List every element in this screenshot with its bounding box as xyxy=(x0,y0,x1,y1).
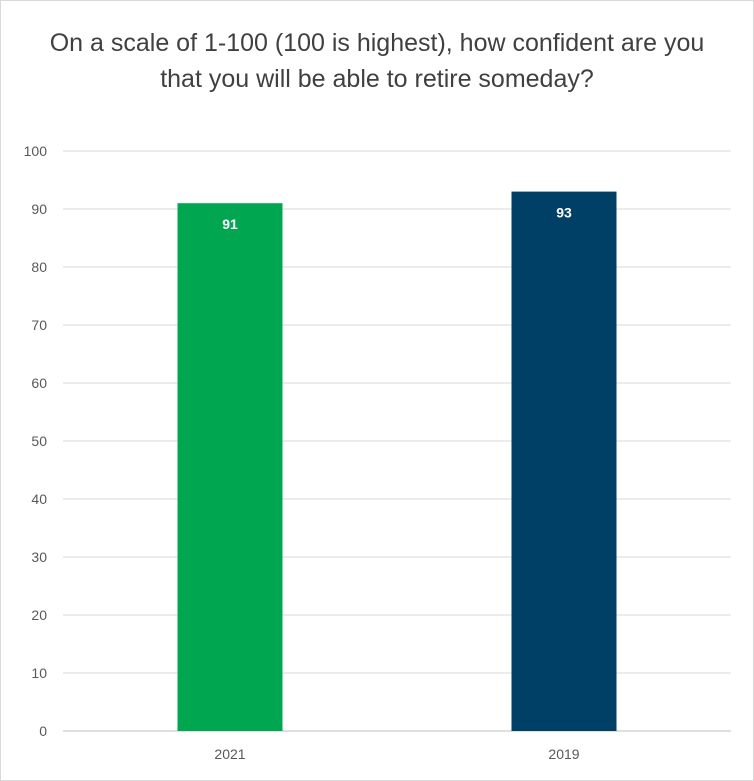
y-tick-label: 90 xyxy=(31,201,47,217)
bars xyxy=(177,191,617,732)
y-tick-label: 20 xyxy=(31,607,47,623)
x-tick-label: 2019 xyxy=(548,746,579,762)
data-labels: 91 93 xyxy=(222,205,572,233)
y-axis-ticks: 0 10 20 30 40 50 60 70 80 90 100 xyxy=(24,143,48,739)
bar-2019 xyxy=(511,191,617,732)
x-tick-label: 2021 xyxy=(214,746,245,762)
y-tick-label: 30 xyxy=(31,549,47,565)
y-tick-label: 40 xyxy=(31,491,47,507)
data-label-2021: 91 xyxy=(222,216,238,232)
y-tick-label: 80 xyxy=(31,259,47,275)
gridlines xyxy=(63,150,731,732)
y-tick-label: 60 xyxy=(31,375,47,391)
data-label-2019: 93 xyxy=(556,205,572,221)
y-tick-label: 0 xyxy=(39,723,47,739)
y-tick-label: 100 xyxy=(24,143,48,159)
y-tick-label: 50 xyxy=(31,433,47,449)
y-tick-label: 10 xyxy=(31,665,47,681)
y-tick-label: 70 xyxy=(31,317,47,333)
chart-title: On a scale of 1-100 (100 is highest), ho… xyxy=(49,29,705,93)
x-axis-ticks: 2021 2019 xyxy=(214,746,579,762)
bar-2021 xyxy=(177,203,283,731)
